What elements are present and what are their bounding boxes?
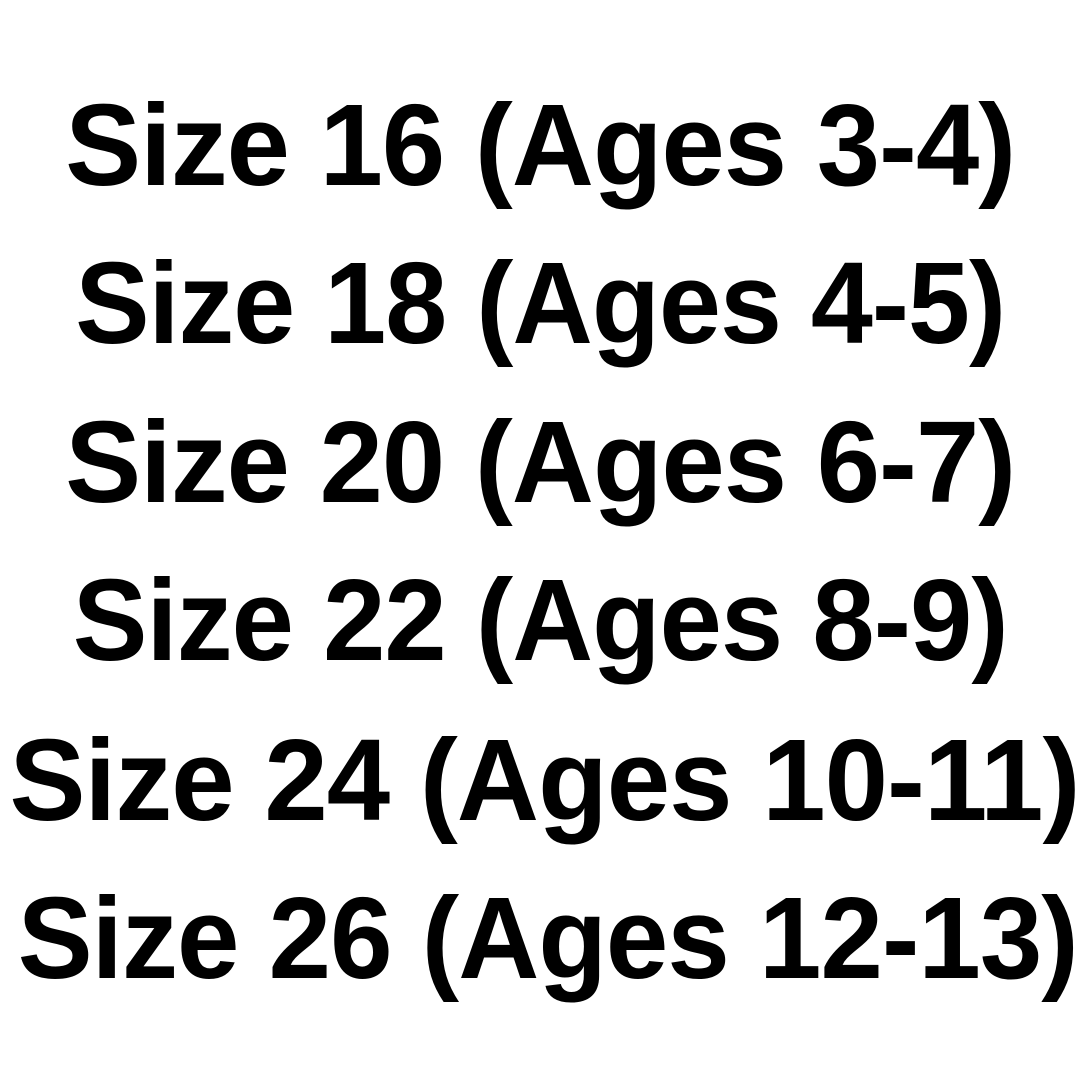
size-line: Size 24 (Ages 10-11) [0,710,1080,850]
size-label: Size 18 (Ages 4-5) [75,238,1006,368]
size-label: Size 24 (Ages 10-11) [9,715,1080,845]
size-label: Size 20 (Ages 6-7) [65,397,1016,527]
size-line: Size 20 (Ages 6-7) [0,392,1080,532]
size-line: Size 16 (Ages 3-4) [0,75,1080,215]
size-line: Size 26 (Ages 12-13) [0,868,1080,1008]
size-label: Size 26 (Ages 12-13) [17,873,1079,1003]
size-label: Size 22 (Ages 8-9) [72,555,1009,685]
size-line: Size 22 (Ages 8-9) [0,550,1080,690]
size-label: Size 16 (Ages 3-4) [65,80,1016,210]
size-line: Size 18 (Ages 4-5) [0,233,1080,373]
